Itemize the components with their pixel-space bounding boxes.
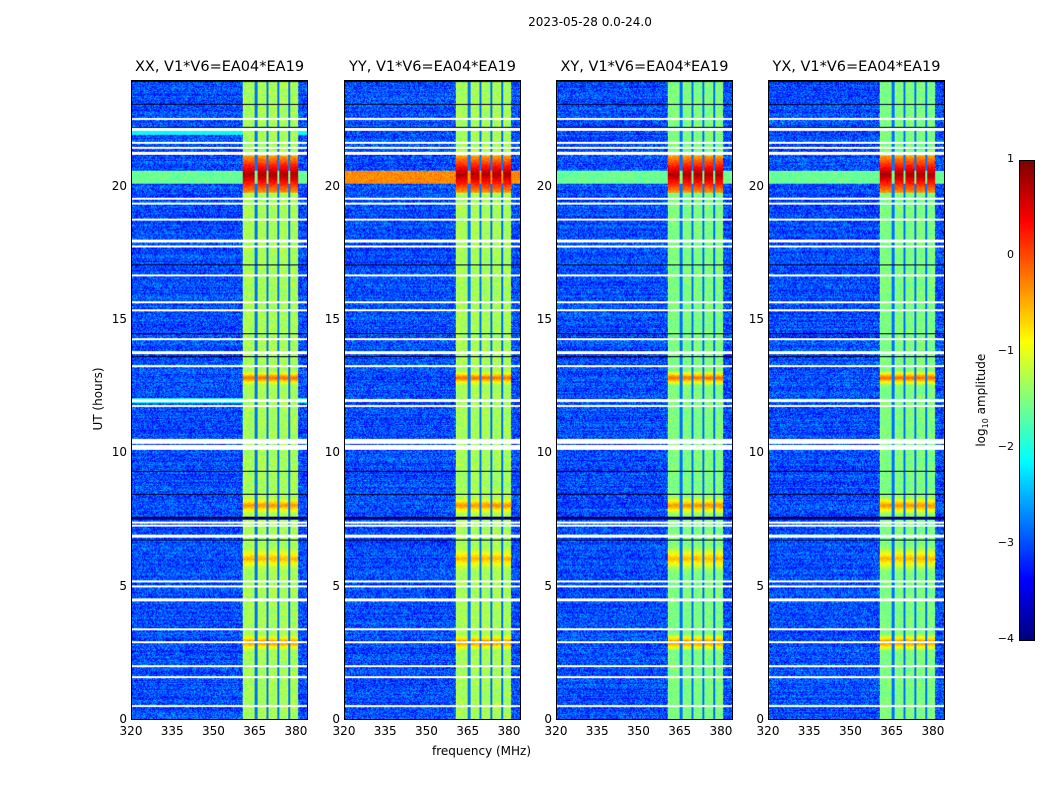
y-tick-label: 15 [748, 312, 764, 326]
y-tick-label: 5 [332, 578, 340, 593]
x-tick-label: 320 [756, 724, 780, 738]
y-tick-label: 0 [544, 712, 552, 726]
x-tick-label: 365 [456, 724, 480, 738]
waterfall-heatmap [132, 81, 307, 719]
waterfall-heatmap [769, 81, 944, 719]
waterfall-panel-yy [344, 80, 521, 720]
x-tick-label: 365 [243, 724, 267, 738]
x-tick-label: 320 [332, 724, 356, 738]
y-tick-label: 15 [111, 312, 127, 326]
y-tick-label: 10 [324, 445, 340, 460]
panel-title-xx: XX, V1*V6=EA04*EA19 [134, 59, 305, 75]
x-tick-label: 320 [119, 724, 143, 738]
y-tick-label: 15 [536, 312, 552, 326]
y-tick-label: 10 [748, 445, 764, 460]
colorbar-tick-label: −4 [997, 632, 1014, 645]
x-tick-label: 380 [284, 724, 308, 738]
y-tick-label: 20 [324, 178, 340, 193]
figure-title: 2023-05-28 0.0-24.0 [528, 15, 652, 29]
y-tick-label: 10 [111, 445, 127, 460]
waterfall-panel-xx [131, 80, 308, 720]
colorbar-tick-label: −1 [997, 344, 1014, 357]
colorbar-tick-label: 1 [1007, 152, 1014, 165]
waterfall-heatmap [557, 81, 732, 719]
x-tick-label: 335 [160, 724, 184, 738]
y-tick-label: 0 [756, 712, 764, 726]
x-tick-label: 335 [797, 724, 821, 738]
colorbar-tick-label: −3 [997, 536, 1014, 549]
x-tick-label: 380 [497, 724, 521, 738]
y-tick-label: 10 [536, 445, 552, 460]
x-tick-label: 365 [880, 724, 904, 738]
y-tick-label: 20 [536, 178, 552, 193]
panel-title-yy: YY, V1*V6=EA04*EA19 [349, 59, 516, 75]
y-tick-label: 5 [544, 578, 552, 593]
y-tick-label: 20 [111, 178, 127, 193]
y-tick-label: 5 [756, 578, 764, 593]
y-tick-label: 0 [332, 712, 340, 726]
colorbar-tick-label: −2 [997, 440, 1014, 453]
x-tick-label: 380 [921, 724, 945, 738]
x-tick-label: 335 [585, 724, 609, 738]
x-tick-label: 350 [202, 724, 225, 738]
colorbar-tick-label: 0 [1007, 248, 1014, 261]
y-tick-label: 5 [119, 578, 127, 593]
panel-title-yx: YX, V1*V6=EA04*EA19 [772, 59, 941, 75]
x-tick-label: 380 [709, 724, 733, 738]
x-tick-label: 350 [415, 724, 438, 738]
x-tick-label: 350 [839, 724, 862, 738]
y-tick-label: 20 [748, 178, 764, 193]
waterfall-panel-xy [556, 80, 733, 720]
x-tick-label: 365 [668, 724, 692, 738]
x-tick-label: 350 [627, 724, 650, 738]
x-tick-label: 335 [373, 724, 397, 738]
waterfall-panel-yx [768, 80, 945, 720]
x-tick-label: 320 [544, 724, 568, 738]
colorbar [1019, 160, 1035, 641]
panel-title-xy: XY, V1*V6=EA04*EA19 [560, 59, 729, 75]
y-tick-label: 0 [119, 712, 127, 726]
x-axis-label: frequency (MHz) [432, 744, 532, 758]
y-axis-label: UT (hours) [91, 367, 105, 431]
waterfall-heatmap [345, 81, 520, 719]
y-tick-label: 15 [324, 312, 340, 326]
